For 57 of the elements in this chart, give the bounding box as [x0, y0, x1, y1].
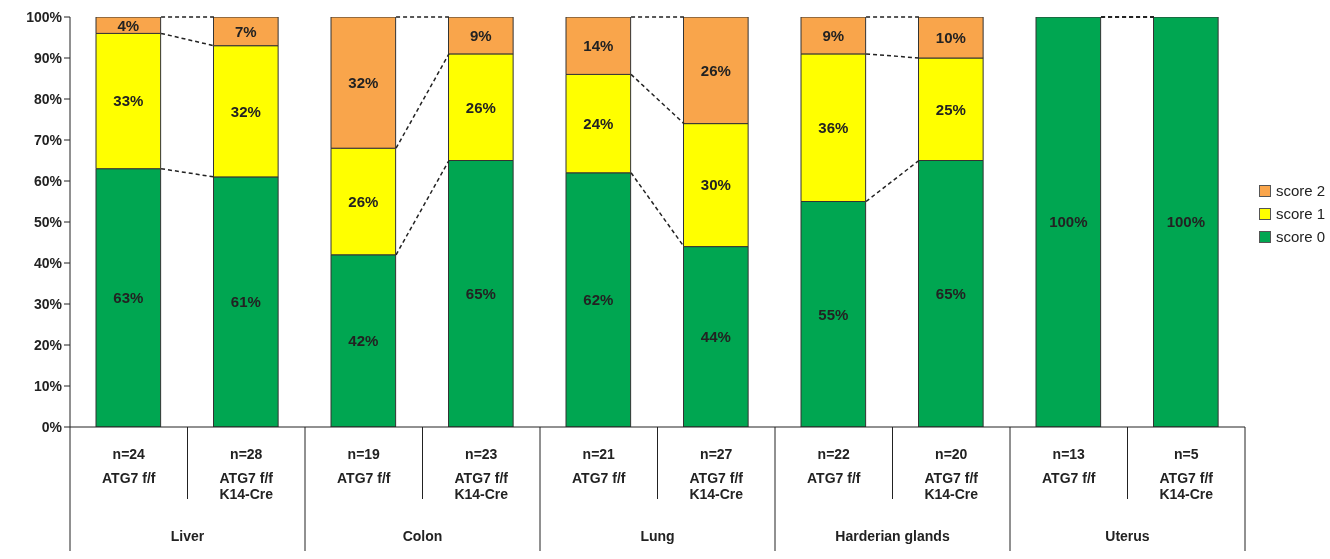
y-tick-label: 40%	[33, 254, 63, 271]
bar	[1153, 17, 1219, 427]
data-label: 30%	[700, 176, 731, 194]
data-label: 100%	[1049, 213, 1088, 231]
data-label: 62%	[583, 291, 614, 309]
y-tick-label: 60%	[33, 172, 63, 189]
data-label: 36%	[818, 119, 849, 137]
y-tick-label: 70%	[33, 131, 63, 148]
x-tick-label: n=20 ATG7 f/f K14-Cre	[924, 446, 979, 502]
data-label: 32%	[230, 102, 261, 120]
x-tick-label: n=13 ATG7 f/f	[1042, 446, 1096, 486]
data-label: 100%	[1166, 213, 1205, 231]
data-label: 26%	[465, 98, 496, 116]
data-label: 9%	[469, 26, 492, 44]
y-tick-label: 50%	[33, 213, 63, 230]
data-label: 63%	[113, 289, 144, 307]
data-label: 42%	[348, 332, 379, 350]
legend-label: score 0	[1276, 228, 1326, 245]
data-label: 61%	[230, 293, 261, 311]
data-label: 4%	[117, 16, 140, 34]
data-label: 65%	[465, 285, 496, 303]
data-label: 25%	[935, 100, 966, 118]
data-label: 24%	[583, 114, 614, 132]
data-label: 26%	[348, 192, 379, 210]
x-tick-label: n=5 ATG7 f/f K14-Cre	[1159, 446, 1214, 502]
x-tick-label: n=22 ATG7 f/f	[807, 446, 861, 486]
data-label: 32%	[348, 73, 379, 91]
text: Uterus	[1105, 528, 1150, 544]
x-tick-label: n=19 ATG7 f/f	[337, 446, 391, 486]
data-label: 33%	[113, 92, 144, 110]
y-tick-label: 100%	[26, 8, 63, 25]
x-tick-label: n=23 ATG7 f/f K14-Cre	[454, 446, 509, 502]
x-tick-label: n=24 ATG7 f/f	[102, 446, 156, 486]
text: Liver	[170, 528, 205, 544]
legend-label: score 2	[1276, 182, 1326, 199]
y-tick-label: 20%	[33, 336, 63, 353]
x-tick-label: n=28 ATG7 f/f K14-Cre	[219, 446, 274, 502]
data-label: 55%	[818, 305, 849, 323]
y-tick-label: 10%	[33, 377, 63, 394]
y-tick-label: 90%	[33, 49, 63, 66]
data-label: 14%	[583, 37, 614, 55]
y-tick-label: 0%	[41, 418, 63, 435]
data-label: 26%	[700, 61, 731, 79]
x-tick-label: n=21 ATG7 f/f	[572, 446, 626, 486]
text: Colon	[402, 528, 443, 544]
y-tick-label: 80%	[33, 90, 63, 107]
text: Harderian glands	[835, 528, 950, 544]
data-label: 44%	[700, 328, 731, 346]
x-tick-label: n=27 ATG7 f/f K14-Cre	[689, 446, 744, 502]
data-label: 65%	[935, 285, 966, 303]
text: Lung	[640, 528, 675, 544]
data-label: 7%	[234, 22, 257, 40]
data-label: 9%	[822, 26, 845, 44]
data-label: 10%	[935, 28, 966, 46]
legend-label: score 1	[1276, 205, 1326, 222]
y-tick-label: 30%	[33, 295, 63, 312]
bar	[1035, 17, 1102, 427]
